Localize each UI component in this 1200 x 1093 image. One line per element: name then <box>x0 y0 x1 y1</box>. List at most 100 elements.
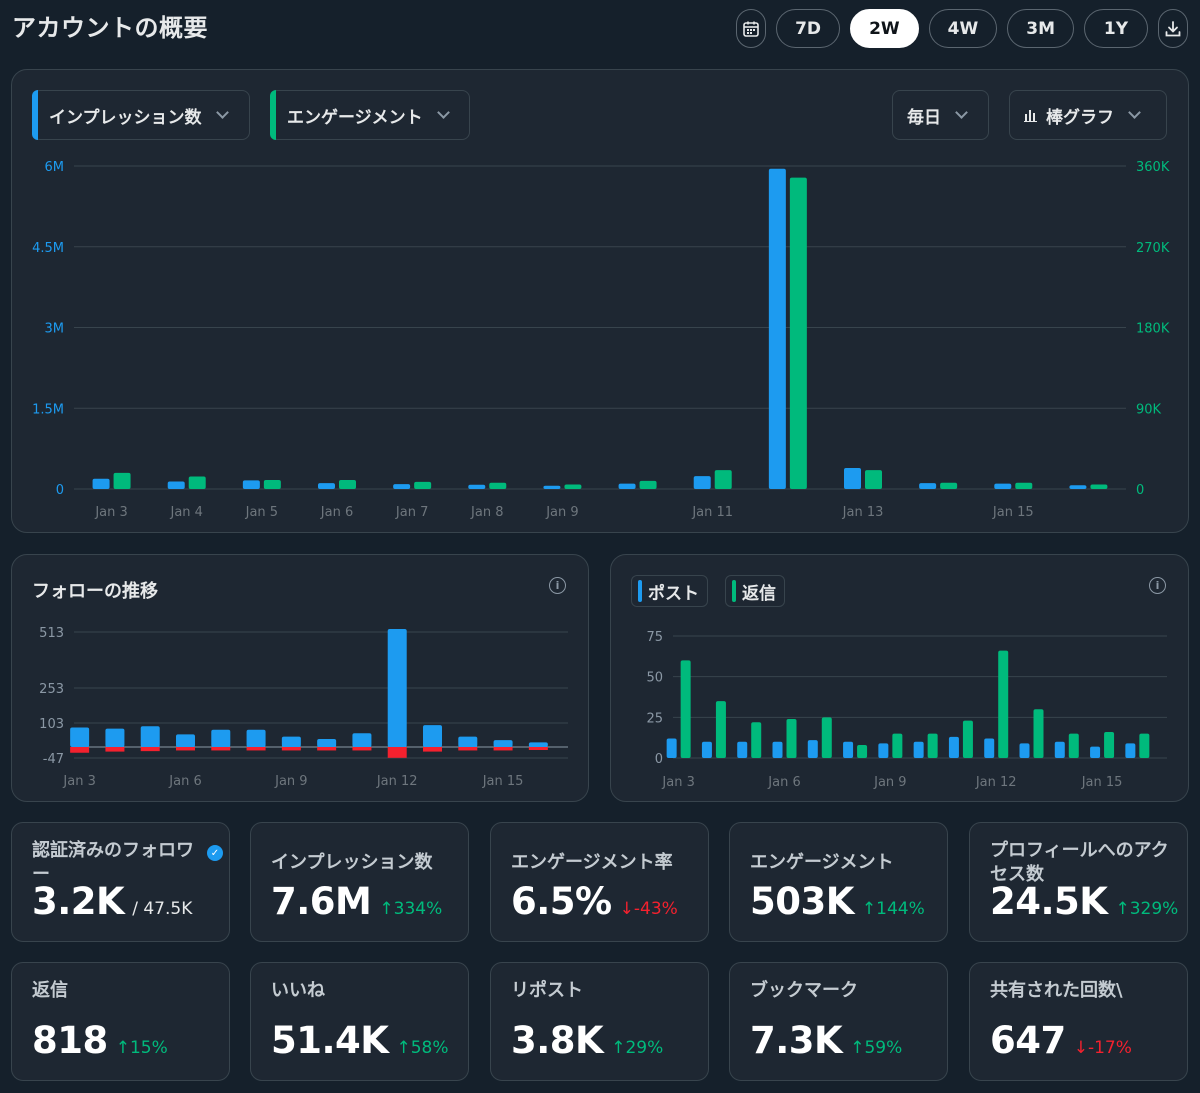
x-tick-label: Jan 3 <box>661 775 694 790</box>
stat-delta: ↑329% <box>1115 899 1178 919</box>
engagement-bar <box>714 470 732 489</box>
replies-bar <box>1139 733 1150 758</box>
interval-label: 毎日 <box>907 107 941 128</box>
range-1y-button[interactable]: 1Y <box>1084 9 1148 48</box>
x-tick-label: Jan 12 <box>975 775 1017 790</box>
stat-label: インプレッション数 <box>271 852 433 873</box>
y-tick-label: 103 <box>39 717 64 732</box>
posts-bar <box>807 740 818 758</box>
arrow-up-icon: ↑ <box>1115 899 1130 919</box>
impression-bar <box>693 476 711 489</box>
follow-bar <box>281 736 301 747</box>
legend-posts[interactable]: ポスト <box>631 575 708 607</box>
unfollow-bar <box>105 747 125 752</box>
engagement-bar <box>564 484 582 489</box>
unfollow-bar <box>528 747 548 750</box>
x-tick-label: Jan 13 <box>842 505 884 520</box>
stat-label: いいね <box>271 980 325 1001</box>
range-2w-button[interactable]: 2W <box>850 9 919 48</box>
legend-replies[interactable]: 返信 <box>725 575 785 607</box>
verified-badge-icon: ✓ <box>207 845 223 861</box>
metric-left-dropdown[interactable]: インプレッション数 <box>32 90 250 140</box>
download-icon <box>1165 20 1181 36</box>
x-tick-label: Jan 3 <box>94 505 127 520</box>
impression-bar <box>543 485 561 489</box>
x-tick-label: Jan 7 <box>395 505 428 520</box>
stat-card[interactable]: 返信 818 ↑15% <box>11 962 230 1081</box>
impression-bar <box>393 484 411 489</box>
posts-bar <box>1054 741 1065 758</box>
impression-bar <box>167 481 185 489</box>
stat-card[interactable]: エンゲージメント率 6.5% ↓-43% <box>490 822 709 942</box>
y-tick-label: 253 <box>39 682 64 697</box>
metric-right-label: エンゲージメント <box>287 107 423 128</box>
follow-bar <box>246 729 266 747</box>
x-tick-label: Jan 9 <box>274 774 307 789</box>
info-icon[interactable]: i <box>549 577 566 594</box>
stat-value: 647 <box>990 1019 1066 1062</box>
engagement-bar <box>339 480 356 489</box>
stat-value-row: 7.6M ↑334% <box>271 880 442 923</box>
x-tick-label: Jan 6 <box>767 775 800 790</box>
y-left-tick-label: 0 <box>56 483 64 498</box>
follow-bar <box>528 742 548 747</box>
stat-delta-value: 329% <box>1129 899 1179 919</box>
stat-delta: ↑58% <box>396 1038 448 1058</box>
x-tick-label: Jan 15 <box>992 505 1034 520</box>
y-right-tick-label: 270K <box>1136 241 1170 256</box>
chart-type-dropdown[interactable]: 棒グラフ <box>1009 90 1167 140</box>
unfollow-bar <box>387 747 407 758</box>
follow-bar <box>423 725 442 747</box>
page-title: アカウントの概要 <box>12 14 208 42</box>
posts-bar <box>737 741 748 758</box>
y-left-tick-label: 3M <box>45 322 65 337</box>
stat-delta: ↓-43% <box>620 899 678 919</box>
y-right-tick-label: 180K <box>1136 322 1170 337</box>
x-tick-label: Jan 4 <box>169 505 202 520</box>
stat-value-row: 7.3K ↑59% <box>750 1019 902 1062</box>
y-tick-label: 25 <box>646 711 663 726</box>
stat-label: エンゲージメント <box>750 852 894 873</box>
range-4w-button[interactable]: 4W <box>928 9 998 48</box>
y-left-tick-label: 6M <box>45 160 65 175</box>
unfollow-bar <box>458 747 478 751</box>
chart-type-label: 棒グラフ <box>1046 107 1114 128</box>
interval-dropdown[interactable]: 毎日 <box>892 90 989 140</box>
stat-value-row: 3.8K ↑29% <box>511 1019 663 1062</box>
y-right-tick-label: 90K <box>1136 402 1162 417</box>
legend-posts-label: ポスト <box>648 583 699 604</box>
stat-card[interactable]: リポスト 3.8K ↑29% <box>490 962 709 1081</box>
stat-card[interactable]: 認証済みのフォロワー ✓ 3.2K / 47.5K <box>11 822 230 942</box>
metric-right-dropdown[interactable]: エンゲージメント <box>270 90 470 140</box>
info-icon[interactable]: i <box>1149 577 1166 594</box>
replies-bar <box>892 733 903 758</box>
legend-posts-swatch <box>638 580 642 602</box>
range-3m-button[interactable]: 3M <box>1007 9 1074 48</box>
impression-bar <box>844 468 861 489</box>
follow-chart: -47 103 253 513 Jan 3 Jan 6 Jan 9 Jan 12 Jan 15 <box>39 626 568 789</box>
engagement-bar <box>789 177 807 489</box>
range-7d-button[interactable]: 7D <box>776 9 841 48</box>
x-tick-label: Jan 6 <box>168 774 201 789</box>
stat-card[interactable]: エンゲージメント 503K ↑144% <box>729 822 948 942</box>
follow-bar <box>352 733 372 747</box>
stat-value: 6.5% <box>511 880 612 923</box>
stat-label: 認証済みのフォロワー <box>32 840 194 885</box>
replies-bar <box>786 718 797 758</box>
replies-bar <box>680 660 691 758</box>
stat-card[interactable]: プロフィールへのアクセス数 24.5K ↑329% <box>969 822 1188 942</box>
follow-bar <box>140 726 160 747</box>
stat-card[interactable]: ブックマーク 7.3K ↑59% <box>729 962 948 1081</box>
posts-bar <box>948 736 959 758</box>
posts-bar <box>701 741 712 758</box>
stat-card[interactable]: 共有された回数\ 647 ↓-17% <box>969 962 1188 1081</box>
impression-bar <box>618 483 636 489</box>
calendar-button[interactable] <box>736 9 767 48</box>
download-button[interactable] <box>1158 9 1188 48</box>
stat-card[interactable]: インプレッション数 7.6M ↑334% <box>250 822 469 942</box>
stat-delta: ↓-17% <box>1074 1038 1132 1058</box>
stat-card[interactable]: いいね 51.4K ↑58% <box>250 962 469 1081</box>
follow-bar <box>458 736 478 747</box>
posts-bar <box>1090 746 1101 758</box>
stat-delta: ↑29% <box>611 1038 663 1058</box>
